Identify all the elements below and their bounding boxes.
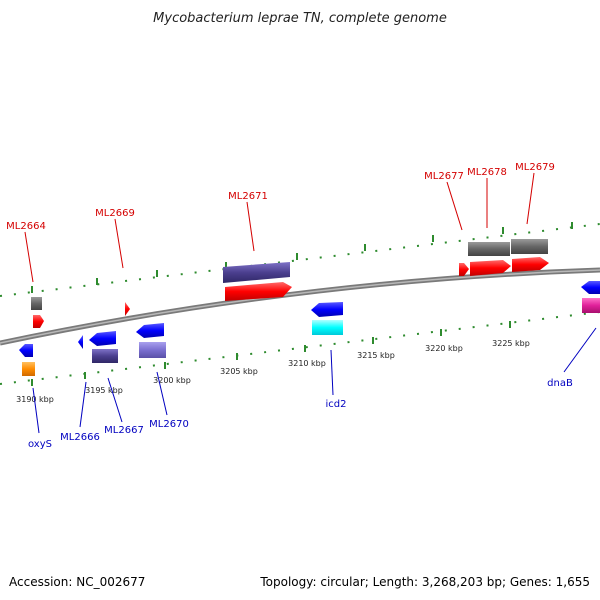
forward-cds-arrow (512, 257, 549, 272)
gene-leader-line (446, 181, 463, 231)
gray-feature-bar (468, 242, 510, 256)
gene-label-ml2669[interactable]: ML2669 (95, 208, 135, 219)
scale-label: 3205 kbp (220, 367, 258, 376)
scale-label: 3200 kbp (153, 376, 191, 385)
forward-cds-arrow (470, 260, 511, 276)
gene-label-ml2670[interactable]: ML2670 (149, 419, 189, 430)
map-title: Mycobacterium leprae TN, complete genome (153, 11, 447, 26)
magenta-feature-bar (582, 298, 600, 313)
reverse-cds-arrow (89, 331, 116, 346)
gene-label-ml2679[interactable]: ML2679 (515, 162, 555, 173)
forward-cds-arrow (459, 263, 469, 276)
gene-leader-line (32, 387, 40, 434)
scale-label: 3195 kbp (85, 386, 123, 395)
scale-label: 3220 kbp (425, 344, 463, 353)
gene-label-ml2667[interactable]: ML2667 (104, 425, 144, 436)
genome-backbone (0, 267, 600, 346)
gene-leader-line (79, 381, 87, 428)
gene-leader-line (563, 327, 597, 373)
cyan-feature-bar (312, 320, 343, 335)
gray-feature-bar (31, 297, 42, 310)
purple-feature-bar (223, 262, 290, 283)
gray-feature-bar (511, 239, 548, 254)
forward-cds-arrow (225, 282, 292, 301)
gene-leader-line (107, 377, 123, 423)
accession-text: Accession: NC_002677 (9, 575, 145, 589)
forward-gene-labels: ML2664 ML2669 ML2671 ML2677 ML2678 ML267… (6, 162, 555, 283)
lavender-feature-bar (139, 342, 166, 358)
gene-leader-line (330, 349, 334, 396)
forward-features (31, 239, 549, 328)
gene-label-ml2671[interactable]: ML2671 (228, 191, 268, 202)
reverse-features (19, 281, 600, 376)
orange-feature-bar (22, 362, 35, 376)
gene-label-ml2666[interactable]: ML2666 (60, 432, 100, 443)
gene-label-icd2[interactable]: icd2 (326, 399, 347, 410)
gene-label-oxys[interactable]: oxyS (28, 439, 52, 450)
scale-label: 3215 kbp (357, 351, 395, 360)
gene-leader-line (24, 231, 34, 283)
forward-cds-arrow (33, 315, 44, 328)
reverse-cds-arrow (19, 344, 33, 357)
gene-leader-line (246, 201, 255, 252)
reverse-cds-arrow (136, 323, 164, 338)
scale-labels: 3190 kbp 3195 kbp 3200 kbp 3205 kbp 3210… (16, 339, 530, 404)
reverse-gene-labels: oxyS ML2666 ML2667 ML2670 icd2 dnaB (28, 327, 597, 450)
purple-feature-bar (92, 349, 118, 363)
scale-label: 3210 kbp (288, 359, 326, 368)
reverse-cds-arrow (311, 302, 343, 317)
forward-cds-arrow (125, 302, 130, 316)
lower-tick-track (0, 311, 600, 386)
upper-tick-track (0, 222, 600, 297)
gene-leader-line (114, 218, 124, 269)
gene-label-ml2664[interactable]: ML2664 (6, 221, 46, 232)
gene-label-dnab[interactable]: dnaB (547, 378, 573, 389)
gene-leader-line (526, 172, 535, 225)
gene-label-ml2677[interactable]: ML2677 (424, 171, 464, 182)
scale-label: 3225 kbp (492, 339, 530, 348)
gene-label-ml2678[interactable]: ML2678 (467, 167, 507, 178)
gene-leader-line (156, 371, 168, 416)
reverse-cds-arrow (581, 281, 600, 294)
topology-text: Topology: circular; Length: 3,268,203 bp… (259, 575, 590, 589)
reverse-cds-arrow (78, 335, 83, 349)
